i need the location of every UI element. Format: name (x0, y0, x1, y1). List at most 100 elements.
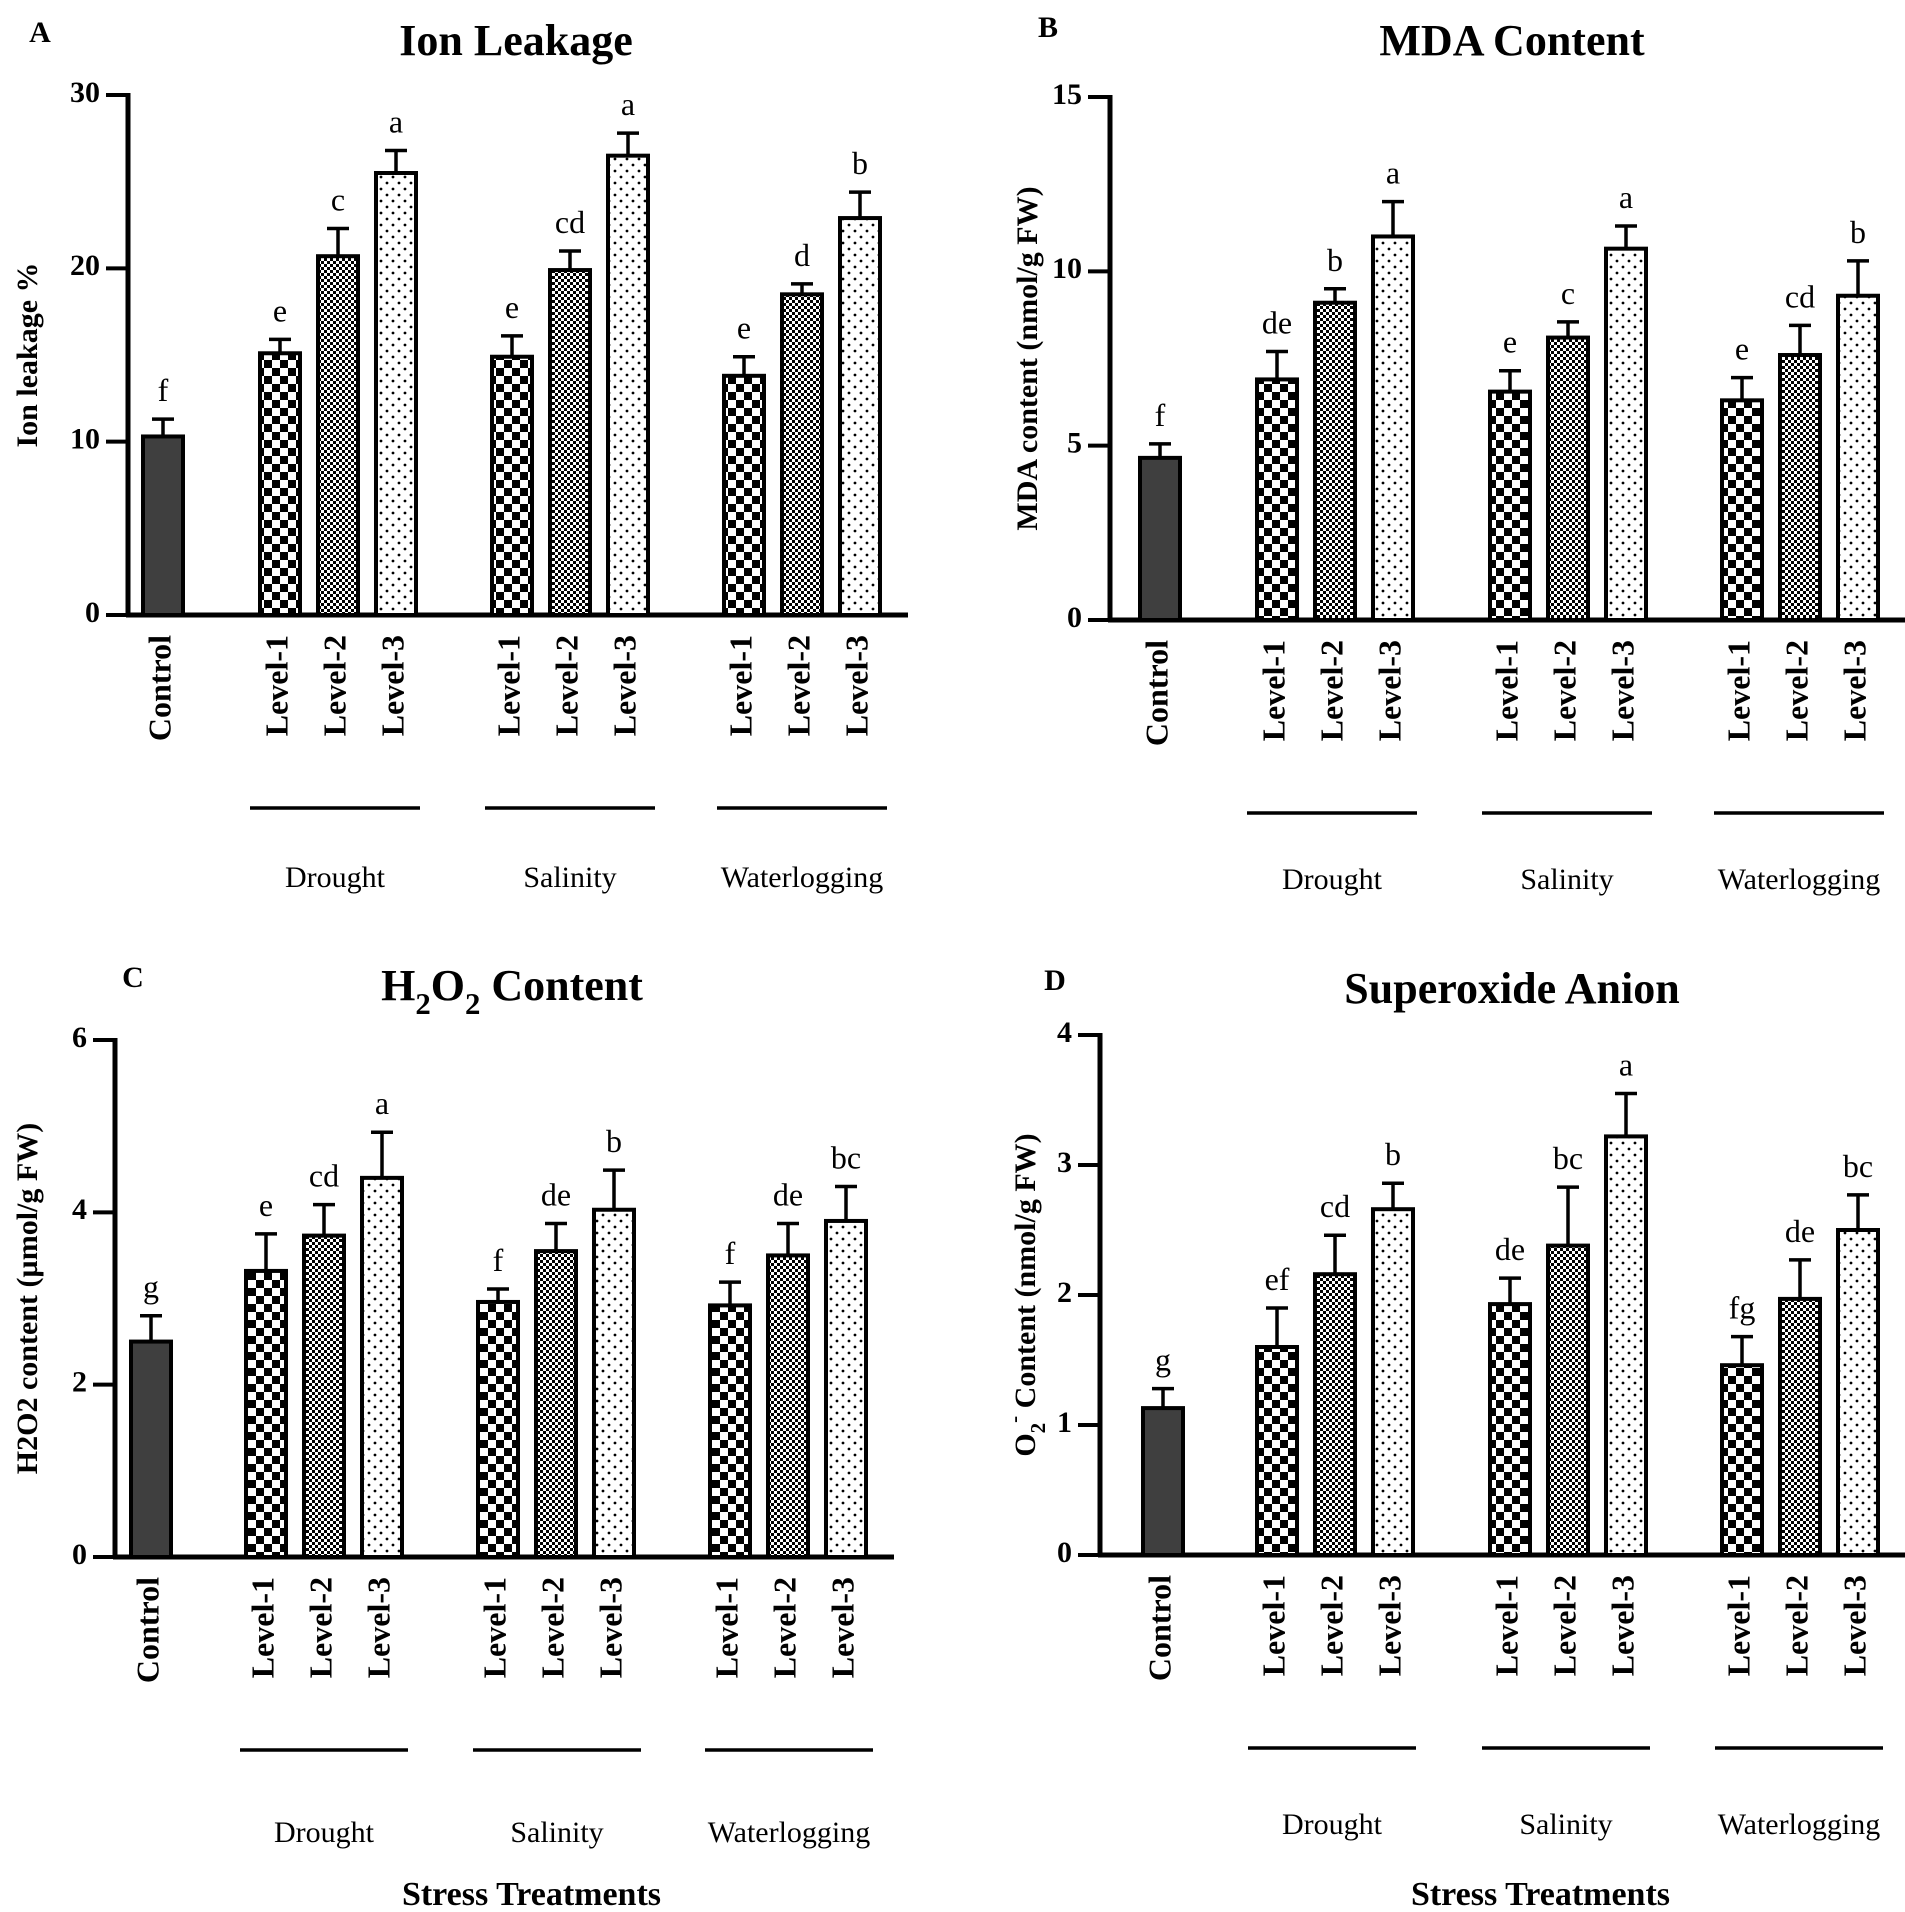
y-tick-label: 0 (1057, 1536, 1072, 1569)
category-label: Level-2 (766, 1577, 802, 1678)
bar (360, 1175, 404, 1560)
y-tick-label: 30 (70, 76, 100, 109)
y-tick-label: 5 (1067, 427, 1082, 460)
panel-b-mda-content: B MDA Content 0 5 10 15 MDA content (nmol/g FW… (1011, 11, 1905, 896)
significance-letter: de (1785, 1213, 1815, 1249)
category-label: Level-2 (1778, 640, 1814, 741)
category-label: Level-3 (374, 635, 410, 736)
bar (708, 1303, 752, 1559)
y-tick-label: 4 (1057, 1016, 1072, 1049)
bar (129, 1339, 173, 1560)
panel-c-h2o2-content: C H2O2 Content 0 2 4 6 H2O2 content (µmol/g FW… (11, 961, 894, 1912)
significance-letter: b (852, 145, 868, 181)
significance-letter: c (1561, 275, 1575, 311)
category-label: Level-3 (824, 1577, 860, 1678)
significance-letter: de (1495, 1231, 1525, 1267)
category-label: Level-2 (780, 635, 816, 736)
bar (1778, 353, 1822, 622)
bar (490, 354, 534, 617)
y-tick-label: 4 (72, 1193, 87, 1226)
category-label: Level-2 (316, 635, 352, 736)
bar (592, 1207, 636, 1559)
bar (722, 373, 766, 617)
bar (780, 292, 824, 617)
significance-letter: de (1262, 305, 1292, 341)
bar (141, 434, 185, 618)
y-tick-label: 20 (70, 249, 100, 282)
category-label: Level-3 (1836, 640, 1872, 741)
bar (374, 171, 418, 617)
group-label: Waterlogging (708, 1816, 871, 1849)
category-label: Level-2 (1313, 1575, 1349, 1676)
category-label: Level-1 (722, 635, 758, 736)
significance-letter: e (1503, 324, 1517, 360)
bar (1313, 300, 1357, 622)
panel-title: Superoxide Anion (1344, 964, 1679, 1013)
bar (1255, 377, 1299, 623)
panel-title: MDA Content (1379, 16, 1645, 65)
panel-letter: B (1038, 11, 1058, 44)
significance-letter: g (143, 1269, 159, 1305)
bar (548, 268, 592, 617)
significance-letter: de (773, 1177, 803, 1213)
bar (824, 1218, 868, 1559)
category-label: Level-3 (1604, 640, 1640, 741)
group-label: Salinity (510, 1816, 603, 1849)
significance-letter: fg (1729, 1290, 1756, 1326)
bar (838, 216, 882, 617)
significance-letter: e (1735, 331, 1749, 367)
bar (1546, 1243, 1590, 1557)
y-tick-label: 10 (70, 423, 100, 456)
x-axis-title: Stress Treatments (402, 1876, 661, 1912)
category-label: Level-2 (548, 635, 584, 736)
y-tick-label: 2 (1057, 1276, 1072, 1309)
bar (1488, 389, 1532, 622)
bar (766, 1253, 810, 1559)
y-tick-label: 10 (1052, 252, 1082, 285)
significance-letter: b (1850, 214, 1866, 250)
bar (606, 153, 650, 618)
significance-letter: f (158, 372, 169, 408)
bar (1141, 1406, 1185, 1557)
y-tick-label: 0 (85, 596, 100, 629)
y-tick-label: 2 (72, 1366, 87, 1399)
significance-letter: d (794, 237, 810, 273)
category-label: Level-2 (1313, 640, 1349, 741)
significance-letter: cd (1320, 1188, 1350, 1224)
significance-letter: a (621, 86, 635, 122)
y-axis-title: H2O2 content (µmol/g FW) (11, 1123, 44, 1474)
bar (534, 1249, 578, 1559)
category-label: Level-2 (1546, 1575, 1582, 1676)
y-axis-title: MDA content (nmol/g FW) (1011, 186, 1044, 530)
category-label: Level-2 (1778, 1575, 1814, 1676)
category-label: Level-3 (1371, 1575, 1407, 1676)
category-label: Level-2 (302, 1577, 338, 1678)
y-tick-label: 0 (1067, 601, 1082, 634)
group-label: Salinity (523, 861, 616, 894)
significance-letter: e (259, 1187, 273, 1223)
significance-letter: a (1619, 1047, 1633, 1083)
bar (1778, 1296, 1822, 1558)
group-label: Waterlogging (1718, 863, 1881, 896)
significance-letter: a (389, 103, 403, 139)
panel-letter: A (29, 16, 51, 49)
category-label: Level-1 (258, 635, 294, 736)
significance-letter: a (375, 1085, 389, 1121)
significance-letter: b (1327, 242, 1343, 278)
bar (1836, 1228, 1880, 1557)
y-tick-label: 3 (1057, 1146, 1072, 1179)
significance-letter: a (1619, 179, 1633, 215)
bar (1720, 1363, 1764, 1557)
significance-letter: e (737, 310, 751, 346)
category-label: Level-3 (1371, 640, 1407, 741)
category-label: Control (1138, 640, 1174, 746)
category-label: Level-1 (1488, 1575, 1524, 1676)
y-tick-label: 0 (72, 1538, 87, 1571)
bar (1313, 1272, 1357, 1557)
bar (1604, 246, 1648, 622)
significance-letter: b (1385, 1136, 1401, 1172)
significance-letter: b (606, 1123, 622, 1159)
category-label: Level-3 (838, 635, 874, 736)
category-label: Level-1 (1720, 640, 1756, 741)
